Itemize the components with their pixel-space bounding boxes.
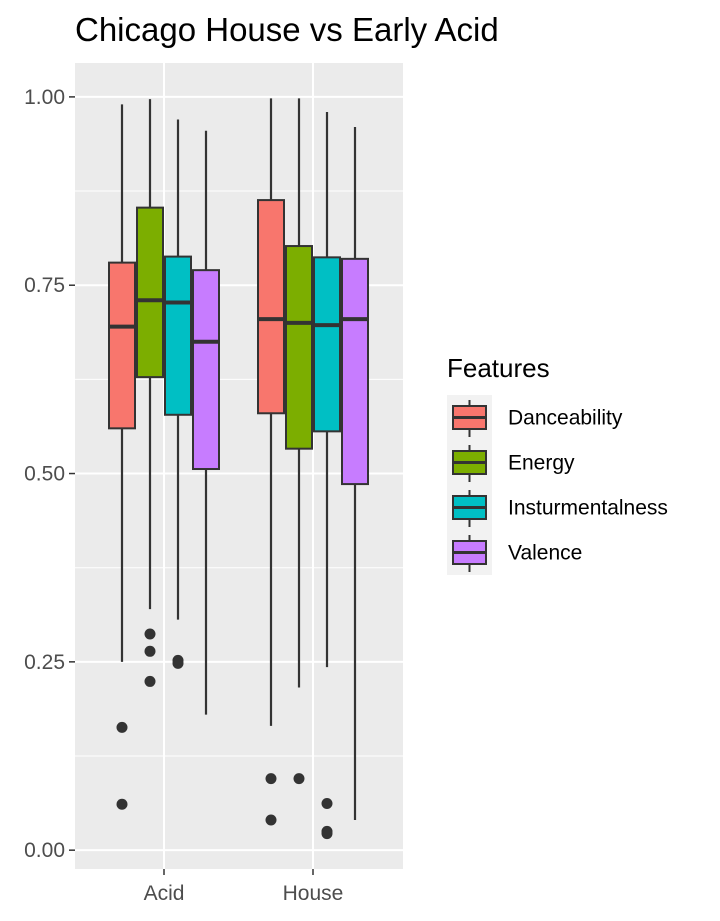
- x-tick-label: House: [283, 882, 344, 905]
- box: [285, 245, 313, 450]
- outlier-point: [172, 657, 184, 669]
- boxplot: [313, 111, 341, 840]
- boxplot: [136, 99, 164, 687]
- box: [313, 256, 341, 433]
- legend-keys: Danceability Energy Insturmentalness Valenc…: [447, 395, 668, 575]
- box: [136, 206, 164, 379]
- outlier-point: [144, 675, 156, 687]
- legend-item: Valence: [452, 535, 582, 572]
- legend-label: Valence: [508, 542, 582, 565]
- legend-label: Danceability: [508, 407, 623, 430]
- boxplot: [257, 98, 285, 826]
- axes: 0.00 0.25 0.50 0.75 1.00 Acid House: [24, 86, 343, 905]
- boxplot: [164, 119, 192, 669]
- legend-item: Energy: [452, 445, 575, 482]
- outlier-point: [321, 828, 333, 840]
- legend: Features Danceability Energy Insturmentaln…: [447, 353, 668, 575]
- outlier-point: [265, 814, 277, 826]
- box: [341, 257, 369, 486]
- y-tick-label: 1.00: [24, 86, 65, 109]
- boxplot: [285, 98, 313, 785]
- box: [192, 269, 220, 471]
- box: [108, 261, 136, 430]
- outlier-point: [144, 628, 156, 640]
- legend-item: Insturmentalness: [452, 490, 668, 527]
- y-tick-label: 0.50: [24, 463, 65, 486]
- boxplot: [108, 104, 136, 810]
- box: [257, 199, 285, 415]
- outlier-point: [265, 773, 277, 785]
- outlier-point: [321, 797, 333, 809]
- y-tick-label: 0.00: [24, 839, 65, 862]
- boxplot: [341, 127, 369, 821]
- legend-label: Energy: [508, 452, 575, 475]
- box: [164, 255, 192, 416]
- y-tick-label: 0.75: [24, 274, 65, 297]
- legend-label: Insturmentalness: [508, 497, 668, 520]
- outlier-point: [293, 773, 305, 785]
- x-tick-label: Acid: [144, 882, 185, 905]
- outlier-point: [116, 721, 128, 733]
- legend-title: Features: [447, 353, 550, 383]
- outlier-point: [144, 645, 156, 657]
- y-tick-label: 0.25: [24, 651, 65, 674]
- outlier-point: [116, 798, 128, 810]
- boxplots: [108, 98, 369, 840]
- chart-title: Chicago House vs Early Acid: [75, 11, 499, 48]
- boxplot: [192, 130, 220, 715]
- legend-item: Danceability: [452, 400, 623, 437]
